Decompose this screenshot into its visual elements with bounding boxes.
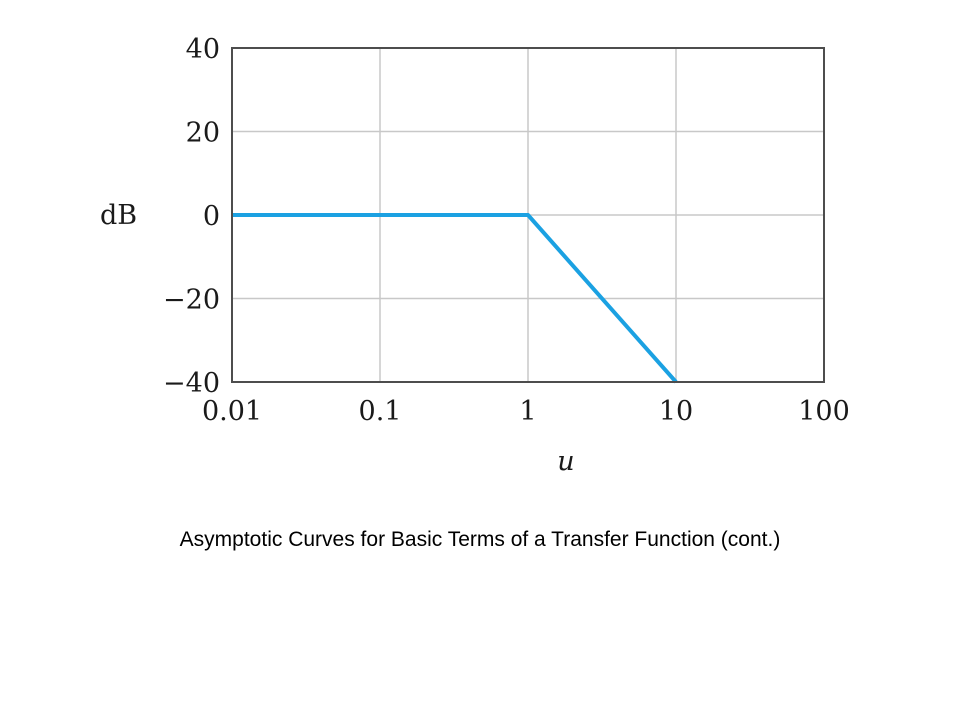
x-tick-label: 0.1	[359, 396, 402, 427]
y-tick-label: 40	[186, 34, 220, 65]
x-axis-label: u	[557, 446, 574, 477]
x-tick-label: 0.01	[202, 396, 262, 427]
x-tick-labels: 0.01 0.1 1 10 100	[202, 396, 850, 427]
y-tick-labels: 40 20 0 −20 −40	[163, 34, 220, 399]
x-tick-label: 100	[798, 396, 850, 427]
x-tick-label: 10	[659, 396, 693, 427]
figure-caption: Asymptotic Curves for Basic Terms of a T…	[179, 528, 781, 551]
y-tick-label: 0	[203, 201, 220, 232]
series-line	[232, 213, 678, 384]
bode-asymptote-chart: 40 20 0 −20 −40 0.01 0.1 1 10 100 dB u	[100, 34, 850, 477]
y-axis-label: dB	[100, 200, 137, 231]
y-tick-label: −40	[163, 368, 220, 399]
y-tick-label: −20	[163, 285, 220, 316]
plot-frame	[231, 47, 825, 383]
y-tick-label: 20	[186, 118, 220, 149]
series-layer	[232, 213, 678, 384]
x-tick-label: 1	[519, 396, 536, 427]
